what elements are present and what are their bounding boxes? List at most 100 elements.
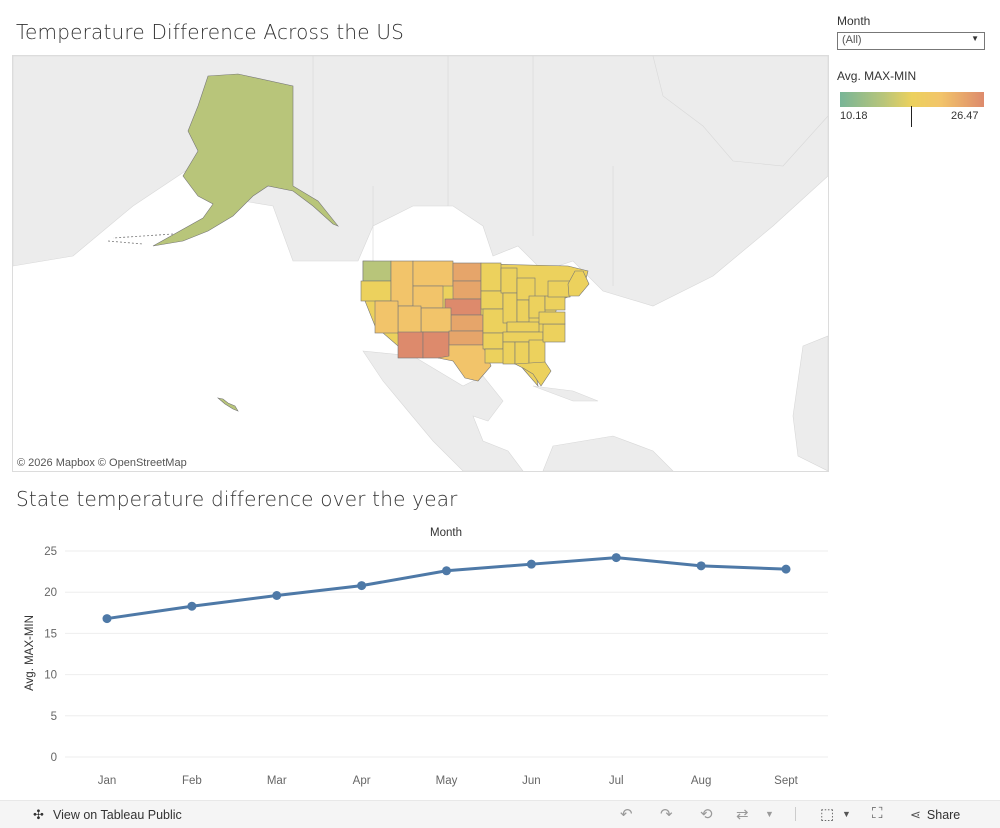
x-tick-label: Jan (98, 775, 117, 787)
share-icon: ⋖ (910, 807, 921, 822)
chart-top-axis-label: Month (430, 527, 462, 539)
state-minnesota[interactable] (480, 262, 502, 292)
download-icon[interactable]: ⬚ (820, 806, 835, 823)
tableau-toolbar: ✣ View on Tableau Public ↶ ↷ ⟲ ⇄ ▼ ⬚ ▼ ⛶ … (0, 800, 1000, 828)
x-tick-label: Jul (609, 775, 624, 787)
state-montana[interactable] (412, 260, 454, 287)
y-tick-label: 10 (44, 670, 57, 682)
cuba-landmass (532, 385, 599, 402)
share-label: Share (926, 808, 961, 822)
month-filter-value: (All) (842, 34, 862, 46)
download-menu-chevron-icon[interactable]: ▼ (842, 809, 851, 819)
month-filter-label: Month (837, 14, 871, 28)
month-filter-dropdown[interactable]: (All) ▼ (837, 32, 985, 50)
state-colorado[interactable] (420, 307, 452, 333)
state-arkansas[interactable] (482, 332, 504, 350)
state-indiana[interactable] (516, 299, 530, 323)
state-arizona[interactable] (397, 331, 424, 359)
south-america-landmass (542, 435, 674, 471)
state-new-england[interactable] (567, 270, 590, 297)
state-new-york[interactable] (547, 280, 571, 298)
refresh-icon[interactable]: ⇄ (736, 806, 749, 823)
state-virginia[interactable] (538, 311, 566, 325)
map-canvas[interactable] (13, 56, 828, 471)
state-idaho[interactable] (390, 260, 414, 307)
map-title: Temperature Difference Across the US (16, 20, 405, 44)
x-tick-label: Aug (691, 775, 711, 787)
state-wisconsin[interactable] (500, 267, 518, 294)
aleutian-islands (107, 233, 174, 245)
state-south-dakota[interactable] (452, 280, 482, 300)
state-carolinas[interactable] (542, 323, 566, 343)
legend-marker (911, 106, 912, 127)
legend-title: Avg. MAX-MIN (837, 69, 917, 83)
redo-icon[interactable]: ↷ (660, 806, 673, 823)
state-mississippi[interactable] (502, 341, 516, 365)
chart-gridlines (65, 550, 828, 758)
state-north-dakota[interactable] (452, 262, 482, 282)
x-axis-ticks: Jan Feb Mar Apr May Jun Jul Aug Sept (98, 775, 799, 787)
y-tick-label: 25 (44, 546, 57, 558)
data-point[interactable] (272, 590, 282, 600)
data-point[interactable] (696, 561, 706, 571)
state-oklahoma[interactable] (448, 330, 484, 346)
tableau-logo-icon: ✣ (33, 807, 44, 822)
revert-icon[interactable]: ⟲ (700, 806, 713, 823)
y-tick-label: 5 (51, 711, 57, 723)
data-point[interactable] (442, 566, 451, 576)
y-axis-title: Avg. MAX-MIN (24, 615, 36, 691)
data-point[interactable] (781, 564, 791, 574)
state-kentucky[interactable] (506, 321, 540, 333)
y-tick-label: 20 (44, 587, 57, 599)
europe-landmass (792, 335, 828, 471)
chart-title: State temperature difference over the ye… (16, 487, 458, 511)
state-utah[interactable] (397, 305, 422, 335)
x-tick-label: Jun (522, 775, 541, 787)
state-georgia[interactable] (528, 339, 546, 365)
canada-province-borders (312, 56, 614, 286)
undo-icon[interactable]: ↶ (620, 806, 633, 823)
x-tick-label: Feb (182, 775, 202, 787)
data-point[interactable] (526, 559, 536, 569)
legend-max-label: 26.47 (951, 110, 979, 122)
state-oregon[interactable] (360, 280, 392, 302)
state-illinois[interactable] (502, 292, 518, 324)
data-point[interactable] (187, 601, 197, 611)
x-tick-label: Sept (774, 775, 798, 787)
state-hawaii[interactable] (216, 397, 239, 412)
toolbar-divider (795, 807, 796, 821)
line-chart[interactable]: Month Avg. MAX-MIN 0 5 10 15 20 25 Jan Feb Mar A… (0, 520, 840, 800)
view-on-tableau-label: View on Tableau Public (53, 808, 182, 822)
state-washington[interactable] (362, 260, 392, 282)
share-button[interactable]: ⋖ Share (910, 807, 960, 823)
x-tick-label: May (436, 775, 458, 787)
state-florida[interactable] (513, 361, 552, 387)
state-kansas[interactable] (450, 314, 484, 332)
x-tick-label: Mar (267, 775, 287, 787)
dropdown-arrow-icon: ▼ (971, 34, 979, 43)
state-wyoming[interactable] (412, 285, 444, 309)
data-point[interactable] (102, 614, 112, 624)
series-points[interactable] (102, 553, 791, 624)
fullscreen-icon[interactable]: ⛶ (872, 805, 883, 822)
greenland-landmass (652, 56, 828, 167)
x-tick-label: Apr (353, 775, 371, 787)
map-attribution[interactable]: © 2026 Mapbox © OpenStreetMap (17, 457, 187, 469)
refresh-menu-chevron-icon[interactable]: ▼ (765, 809, 774, 819)
view-on-tableau-link[interactable]: ✣ View on Tableau Public (33, 807, 182, 823)
us-temperature-map[interactable]: © 2026 Mapbox © OpenStreetMap (12, 55, 829, 472)
y-tick-label: 15 (44, 628, 57, 640)
state-alabama[interactable] (514, 341, 530, 365)
mexico-landmass (362, 350, 524, 471)
data-point[interactable] (357, 581, 367, 591)
y-axis-ticks: 0 5 10 15 20 25 (44, 546, 57, 764)
state-nevada[interactable] (374, 300, 399, 334)
legend-min-label: 10.18 (840, 110, 868, 122)
state-pennsylvania[interactable] (544, 295, 566, 311)
state-alaska[interactable] (152, 73, 339, 247)
state-new-mexico[interactable] (422, 331, 450, 359)
data-point[interactable] (611, 553, 621, 563)
y-tick-label: 0 (51, 752, 57, 764)
state-louisiana[interactable] (484, 348, 506, 364)
state-iowa[interactable] (480, 290, 504, 310)
